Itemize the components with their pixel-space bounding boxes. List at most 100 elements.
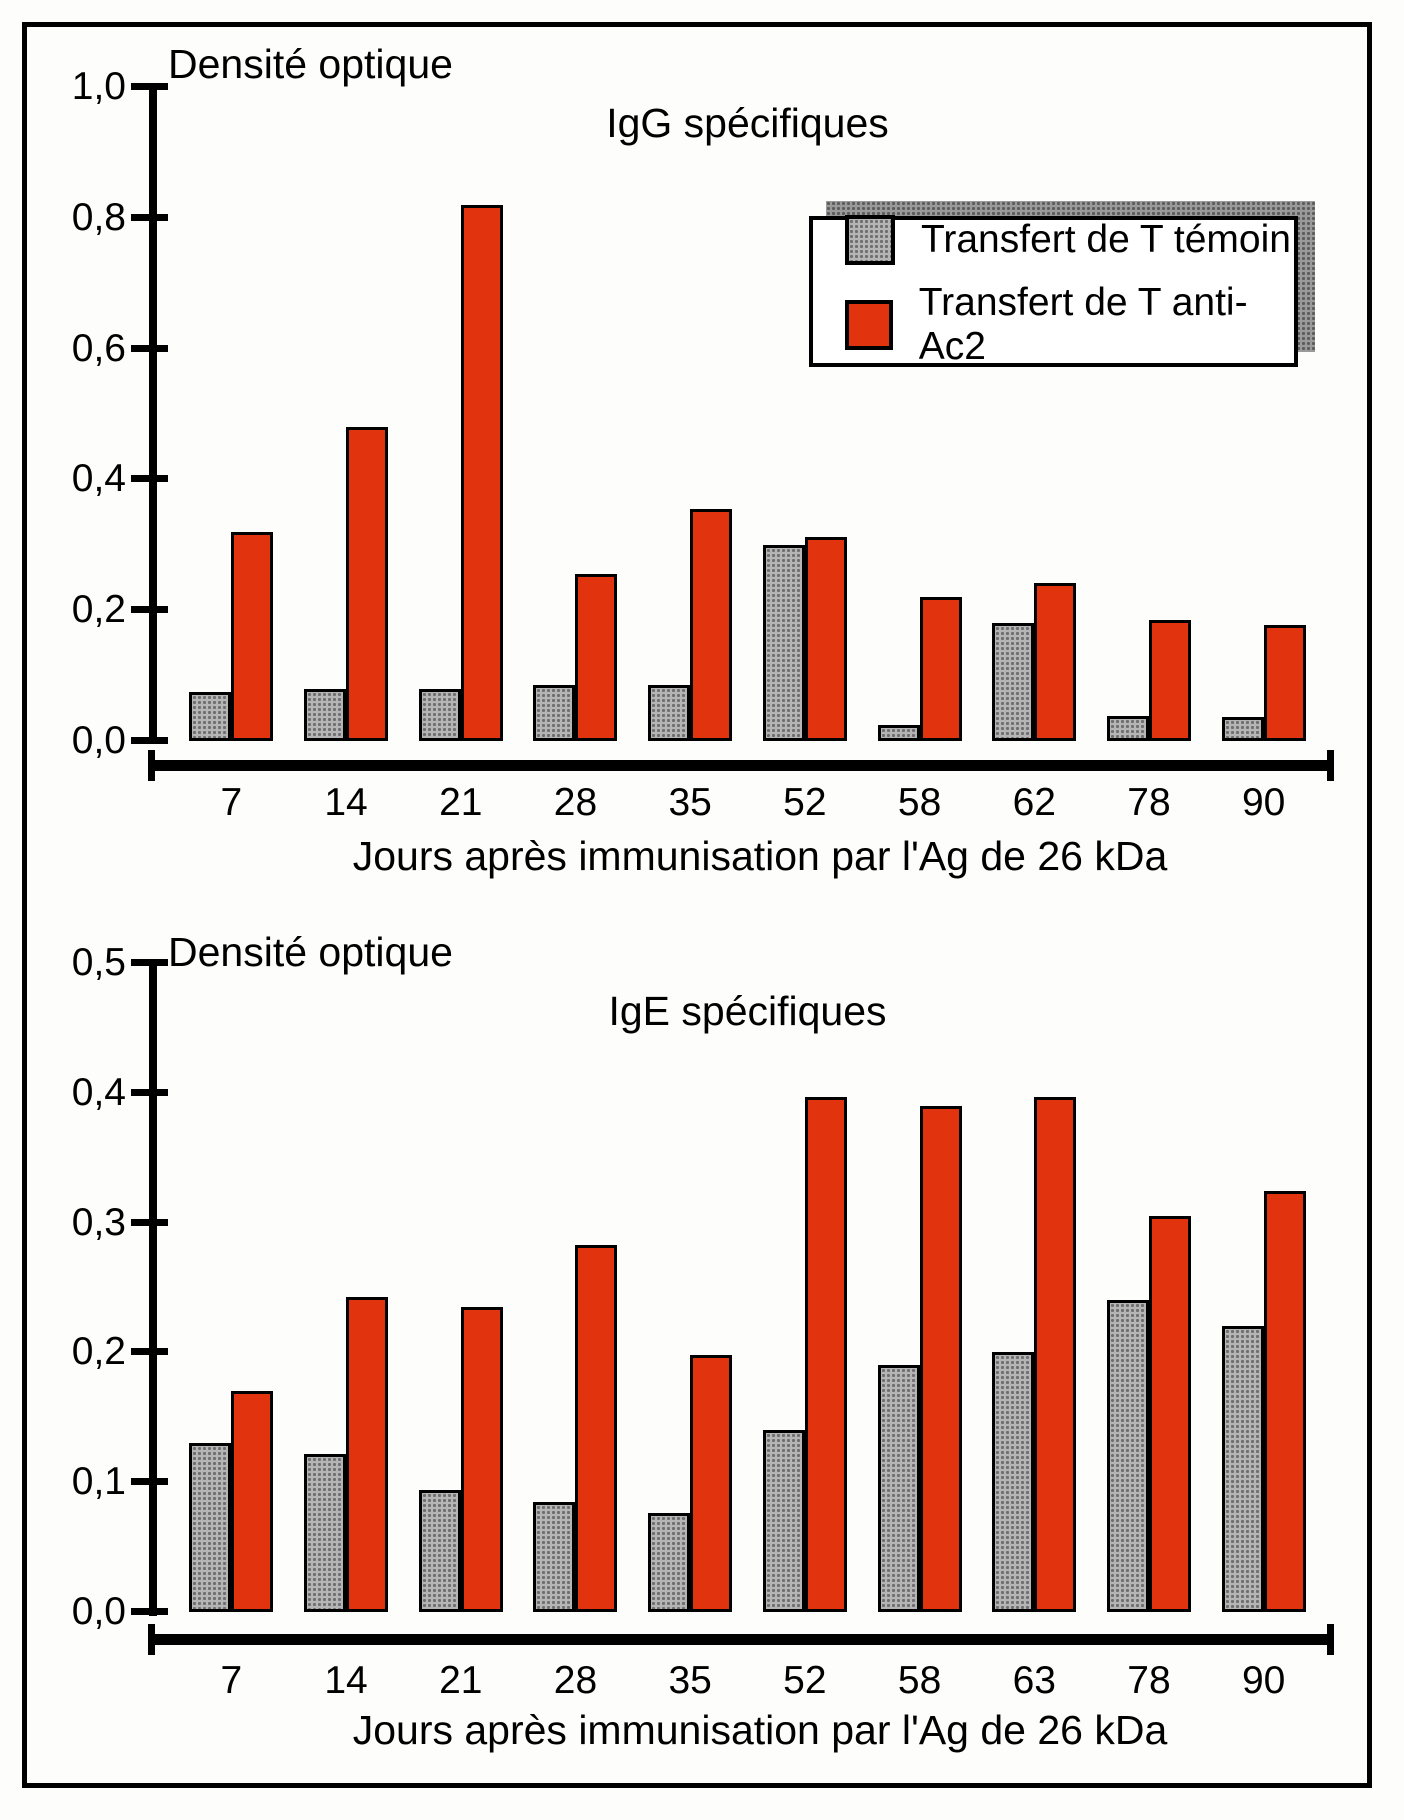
bars [174,87,1321,741]
x-tick-label-21: 21 [439,1659,483,1702]
y-tick-label: 0,2 [71,588,126,632]
y-tick [131,959,168,966]
y-tick [131,344,168,352]
bar-anti-ac2-52 [804,537,847,741]
chart-title: IgG spécifiques [606,100,889,146]
bar-anti-ac2-21 [460,1307,503,1612]
bar-group-90 [1206,87,1321,741]
y-tick [131,1088,168,1096]
x-tick-label-90: 90 [1241,781,1286,824]
y-tick-label: 0,4 [71,457,126,501]
bar-temoin-21 [418,1490,461,1612]
bar-temoin-35 [648,685,691,741]
bar-group-35 [633,963,748,1612]
bar-group-78 [1092,963,1207,1612]
bar-anti-ac2-78 [1148,1216,1191,1612]
legend-label: Transfert de T anti-Ac2 [918,280,1248,368]
bars [174,963,1321,1612]
bar-group-7 [174,963,289,1612]
x-tick-label-78: 78 [1127,781,1171,824]
bar-temoin-62 [992,623,1035,741]
legend-item: Transfert de T anti-Ac2 [845,281,1294,369]
x-tick-label-78: 78 [1127,1659,1171,1702]
bar-anti-ac2-58 [919,597,962,741]
y-tick-label: 0,3 [71,1200,126,1244]
y-tick [131,1218,168,1226]
legend-item: Transfert de T témoin [845,214,1294,265]
y-tick [131,1608,168,1615]
bar-group-21 [403,963,518,1612]
y-tick-label: 0,1 [71,1460,126,1504]
y-tick-label: 1,0 [71,65,126,108]
y-axis-title: Densité optique [168,41,453,87]
x-tick-label-90: 90 [1241,1659,1286,1702]
bar-group-62 [977,87,1092,741]
x-tick-label-28: 28 [553,1659,598,1702]
bar-group-58 [862,963,977,1612]
bar-group-28 [518,87,633,741]
bar-temoin-52 [762,1430,805,1612]
y-tick-label: 0,2 [71,1330,126,1374]
bar-temoin-63 [992,1352,1035,1612]
x-axis-title: Jours après immunisation par l'Ag de 26 … [352,1707,1168,1753]
bar-anti-ac2-52 [804,1097,847,1612]
bar-anti-ac2-62 [1034,583,1077,741]
y-axis [149,83,157,744]
figure-frame [22,22,1372,1788]
x-tick-label-62: 62 [1012,781,1056,824]
y-tick [131,606,168,614]
y-axis [149,959,157,1616]
bar-anti-ac2-78 [1148,620,1191,741]
x-tick-labels: 7 14 21 28 35 52 58 62 78 90 [174,783,1321,823]
x-tick-label-7: 7 [220,1659,243,1702]
bar-group-78 [1092,87,1207,741]
x-tick-label-58: 58 [897,781,942,824]
bar-anti-ac2-35 [690,509,733,741]
bar-anti-ac2-28 [575,574,618,741]
legend: Transfert de T témoin Transfert de T ant… [809,214,1298,369]
bar-anti-ac2-21 [460,205,503,741]
x-tick-label-14: 14 [324,781,368,824]
bar-group-52 [748,963,863,1612]
x-axis [148,750,1334,781]
bar-anti-ac2-14 [346,427,389,741]
y-tick-label: 0,0 [71,719,126,762]
bar-group-21 [403,87,518,741]
bar-temoin-52 [762,545,805,741]
bar-group-28 [518,963,633,1612]
bar-group-63 [977,963,1092,1612]
x-tick-label-52: 52 [783,1659,827,1702]
bar-temoin-14 [304,1454,347,1612]
bar-anti-ac2-58 [919,1106,962,1612]
bar-temoin-7 [189,1443,232,1612]
bar-anti-ac2-63 [1034,1097,1077,1612]
bar-group-58 [862,87,977,741]
bar-anti-ac2-7 [231,532,274,741]
y-axis-title: Densité optique [168,929,453,975]
y-tick-label: 0,5 [71,941,126,984]
bar-group-14 [289,87,404,741]
x-tick-label-21: 21 [439,781,483,824]
bar-temoin-28 [533,685,576,741]
bar-group-14 [289,963,404,1612]
bar-anti-ac2-14 [346,1297,389,1612]
x-axis-title: Jours après immunisation par l'Ag de 26 … [352,833,1168,879]
bar-temoin-58 [877,725,920,741]
x-tick-label-14: 14 [324,1659,368,1702]
x-tick-label-52: 52 [783,781,827,824]
bar-group-35 [633,87,748,741]
bar-anti-ac2-28 [575,1245,618,1612]
bar-anti-ac2-35 [690,1355,733,1612]
x-tick-label-28: 28 [553,781,598,824]
y-tick-label: 0,0 [71,1590,126,1633]
y-tick [131,83,168,90]
x-tick-label-63: 63 [1012,1659,1056,1702]
bar-temoin-78 [1106,1300,1149,1612]
legend-label: Transfert de T témoin [921,217,1291,261]
bar-temoin-28 [533,1502,576,1612]
chart-title: IgE spécifiques [608,988,887,1034]
bar-temoin-78 [1106,716,1149,741]
